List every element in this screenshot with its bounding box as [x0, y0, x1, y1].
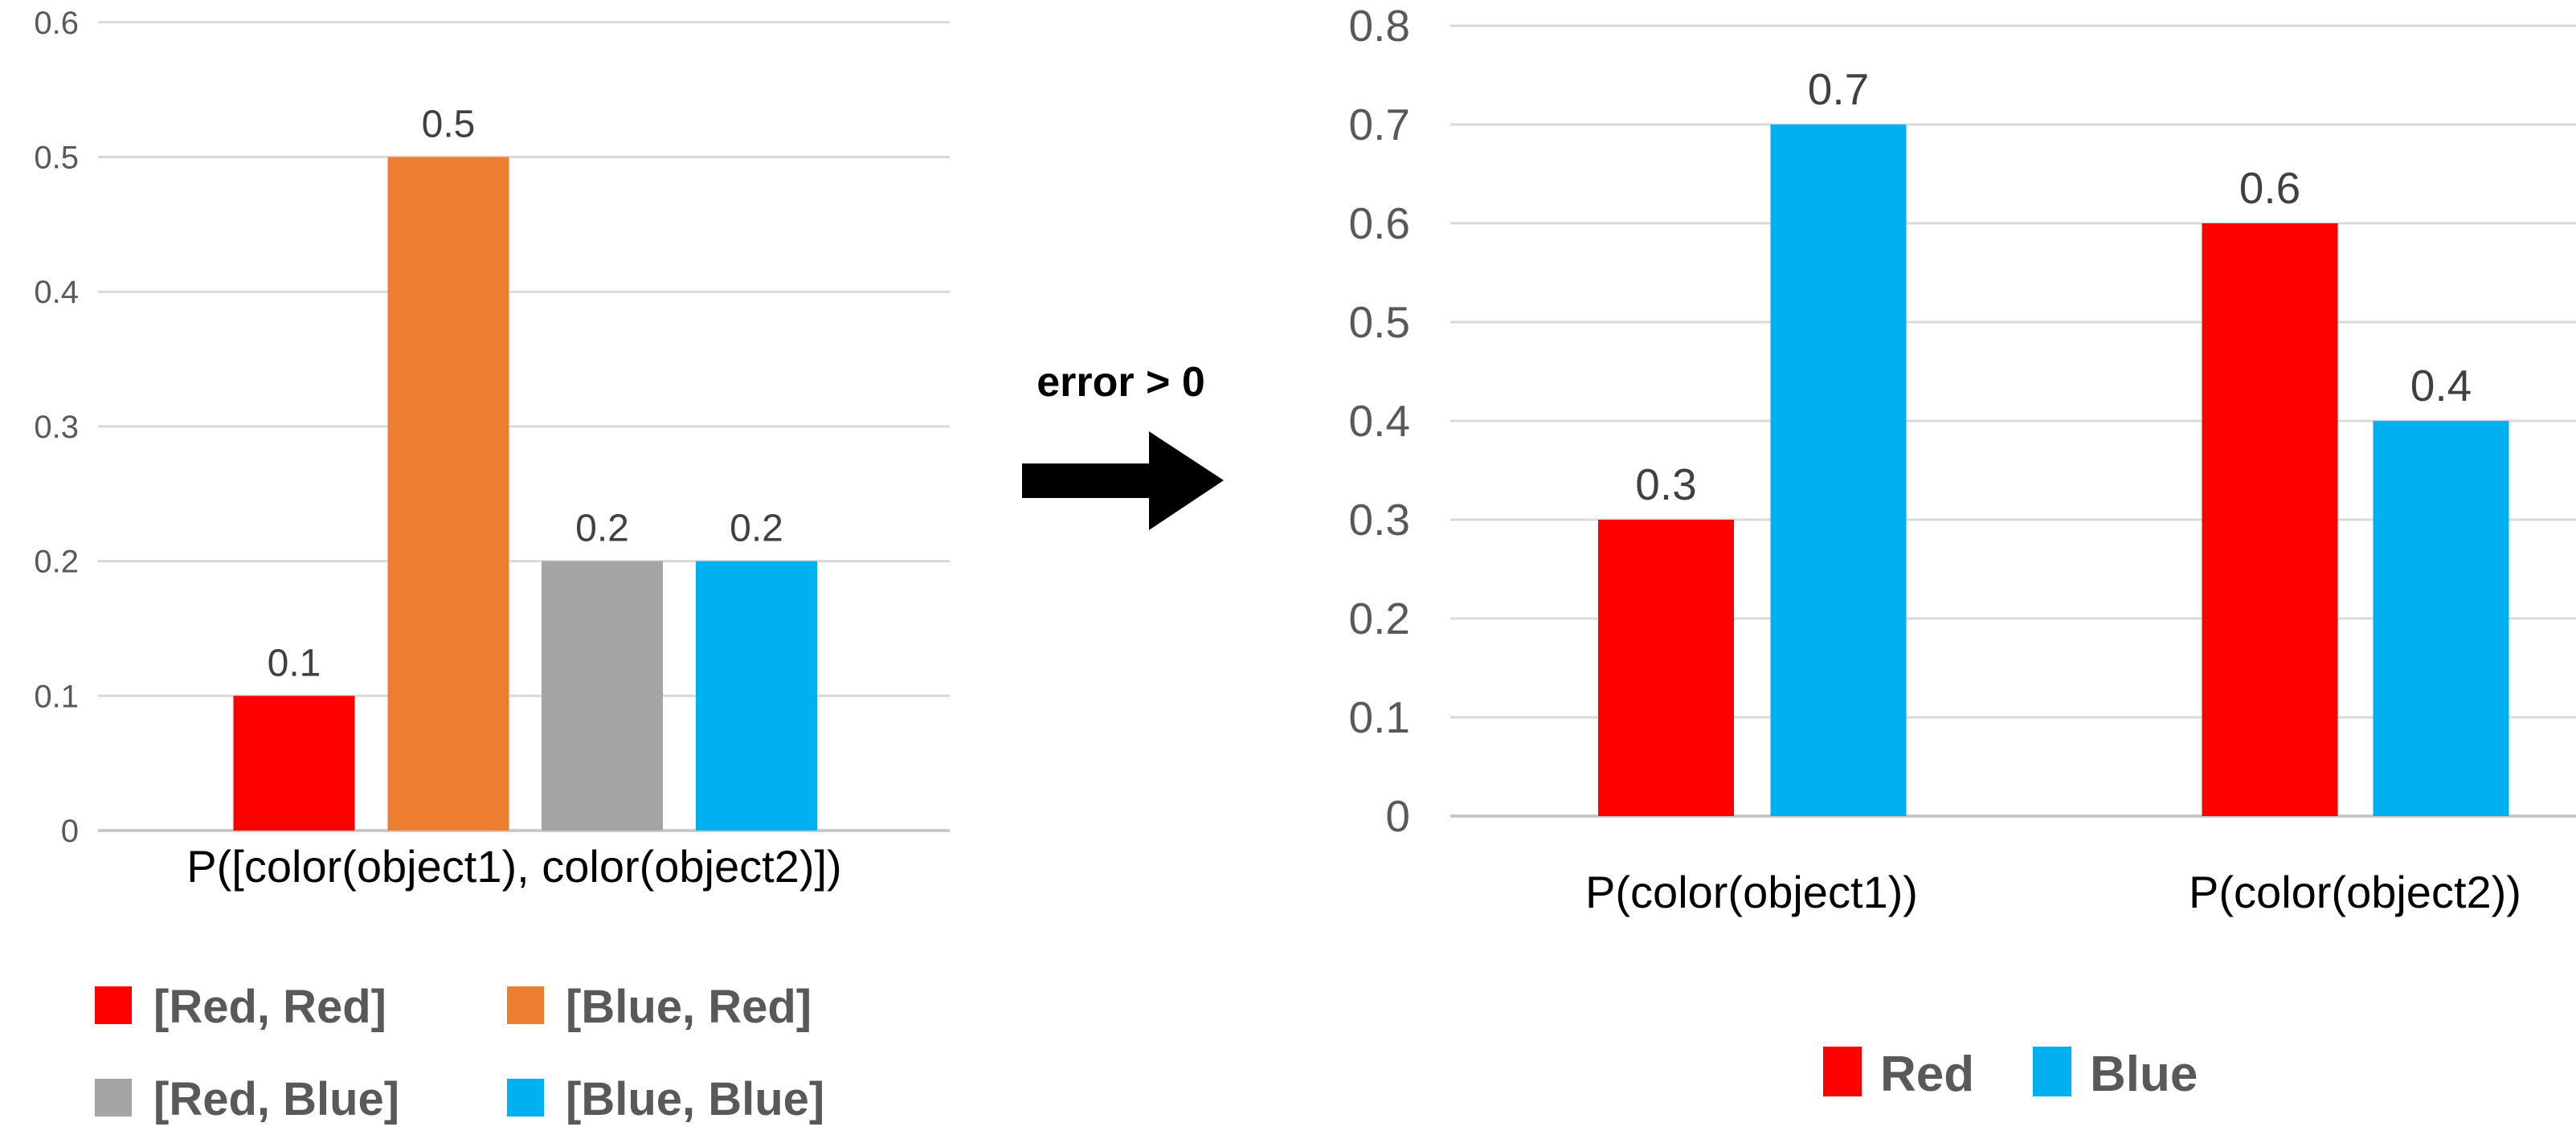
y-tick-label: 0.4 — [1349, 396, 1410, 446]
y-tick-label: 0.3 — [34, 410, 79, 445]
category-label: P(color(object1)) — [1585, 867, 1918, 917]
legend-label: Blue — [2090, 1047, 2198, 1102]
y-tick-label: 0.3 — [1349, 495, 1410, 545]
y-tick-label: 0 — [1385, 791, 1410, 841]
bar-value-label: 0.5 — [422, 104, 476, 146]
bar — [1770, 125, 1907, 816]
category-label: P([color(object1), color(object2)]) — [186, 841, 841, 892]
right-arrow-shape — [1022, 431, 1224, 530]
legend-swatch — [95, 1079, 132, 1117]
y-tick-label: 0.6 — [34, 6, 79, 41]
bar-value-label: 0.4 — [2410, 361, 2472, 410]
legend-label: Red — [1880, 1047, 1974, 1102]
y-tick-label: 0.4 — [34, 275, 79, 310]
bar-value-label: 0.2 — [575, 508, 629, 550]
y-tick-label: 0.7 — [1349, 100, 1410, 149]
bar — [696, 561, 817, 831]
bar-value-label: 0.2 — [730, 508, 783, 550]
y-tick-label: 0.6 — [1349, 198, 1410, 248]
category-label: P(color(object2)) — [2189, 867, 2521, 917]
y-tick-label: 0.2 — [1349, 594, 1410, 643]
bar-value-label: 0.3 — [1635, 459, 1696, 509]
y-tick-label: 0.5 — [1349, 297, 1410, 347]
marginal-probability-chart: 0 0.1 0.2 0.3 0.4 0.5 0.6 0.7 0.8 0.3 0.7 P(color(o… — [1349, 1, 2576, 1102]
legend-swatch — [95, 986, 132, 1024]
legend-swatch — [1823, 1047, 1862, 1096]
joint-probability-chart: 0 0.1 0.2 0.3 0.4 0.5 0.6 0.1 0.5 0.2 0.2 P([color(… — [34, 6, 950, 1125]
legend-label: [Blue, Blue] — [566, 1073, 824, 1125]
y-tick-label: 0.1 — [34, 679, 79, 714]
y-tick-label: 0.8 — [1349, 1, 1410, 51]
bar-value-label: 0.7 — [1808, 64, 1869, 114]
legend-label: [Red, Red] — [153, 981, 386, 1033]
bar — [542, 561, 663, 831]
legend-swatch — [507, 1079, 544, 1117]
legend-label: [Red, Blue] — [153, 1073, 399, 1125]
y-tick-label: 0.2 — [34, 545, 79, 580]
y-tick-label: 0.5 — [34, 141, 79, 176]
legend-label: [Blue, Red] — [566, 981, 812, 1033]
bar — [2373, 421, 2509, 816]
bar — [1598, 520, 1734, 816]
bar — [2202, 223, 2338, 816]
right-arrow-icon — [1022, 431, 1224, 530]
legend-swatch — [2033, 1047, 2071, 1096]
y-tick-label: 0.1 — [1349, 692, 1410, 742]
bar-value-label: 0.6 — [2239, 163, 2300, 213]
legend-swatch — [507, 986, 544, 1024]
bar — [387, 157, 509, 831]
bar-value-label: 0.1 — [268, 642, 321, 684]
error-label: error > 0 — [1037, 359, 1205, 406]
bar — [233, 696, 355, 831]
y-tick-label: 0 — [61, 814, 79, 849]
